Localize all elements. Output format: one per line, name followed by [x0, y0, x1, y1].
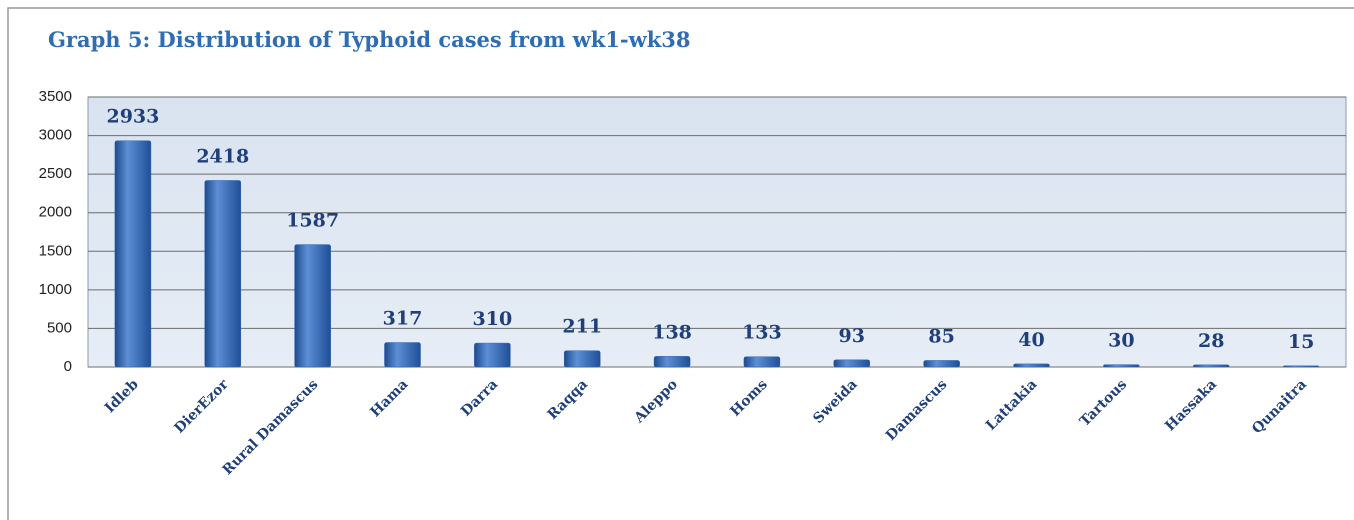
- value-label: 15: [1288, 331, 1314, 353]
- bar: [923, 360, 960, 368]
- x-tick-label: Lattakia: [983, 377, 1040, 434]
- bar: [384, 342, 421, 368]
- x-tick-label: Raqqa: [545, 377, 591, 423]
- bar: [653, 356, 691, 368]
- chart-title: Graph 5: Distribution of Typhoid cases f…: [48, 27, 690, 52]
- value-label: 133: [742, 322, 782, 344]
- x-tick-label: Hama: [367, 377, 411, 421]
- value-label: 2933: [106, 106, 159, 128]
- x-tick-label: Qunaitra: [1249, 377, 1310, 438]
- value-label: 40: [1018, 329, 1044, 351]
- bar: [1192, 364, 1230, 368]
- x-tick-label: Tartous: [1077, 376, 1130, 429]
- bar: [563, 350, 601, 368]
- x-tick-label: Homs: [727, 376, 770, 419]
- value-label: 85: [928, 325, 954, 347]
- bar: [743, 356, 781, 368]
- y-tick-label: 3500: [39, 88, 72, 105]
- x-tick-label: Hassaka: [1162, 377, 1220, 435]
- x-tick-label: Sweida: [810, 377, 860, 427]
- value-label: 2418: [196, 145, 249, 167]
- y-tick-label: 2000: [39, 204, 72, 221]
- x-tick-label: Damascus: [883, 376, 951, 444]
- value-label: 30: [1108, 330, 1134, 352]
- value-label: 1587: [286, 210, 339, 232]
- bar: [833, 359, 871, 368]
- bar: [474, 342, 511, 368]
- frame: [7, 7, 1354, 520]
- bar: [114, 140, 152, 368]
- x-tick-label: Rural Damascus: [220, 376, 322, 478]
- y-tick-label: 1500: [39, 242, 72, 259]
- value-label: 211: [562, 316, 602, 338]
- y-tick-label: 1000: [39, 281, 72, 298]
- y-tick-label: 0: [64, 358, 72, 375]
- plot-area: [87, 96, 1347, 368]
- value-label: 138: [652, 321, 692, 343]
- y-tick-label: 3000: [39, 127, 72, 144]
- value-label: 93: [839, 325, 865, 347]
- value-label: 310: [473, 308, 513, 330]
- x-tick-label: Darra: [458, 377, 501, 420]
- bar: [1013, 363, 1050, 368]
- value-label: 28: [1198, 330, 1224, 352]
- bar: [204, 180, 242, 368]
- value-label: 317: [383, 308, 423, 330]
- bar: [1282, 365, 1320, 368]
- y-tick-label: 500: [47, 319, 72, 336]
- x-tick-label: Idleb: [102, 376, 142, 416]
- x-tick-label: Aleppo: [631, 377, 681, 427]
- bar: [294, 244, 331, 368]
- x-tick-label: DierEzor: [171, 376, 232, 437]
- bar: [1103, 364, 1140, 368]
- y-tick-label: 2500: [39, 165, 72, 182]
